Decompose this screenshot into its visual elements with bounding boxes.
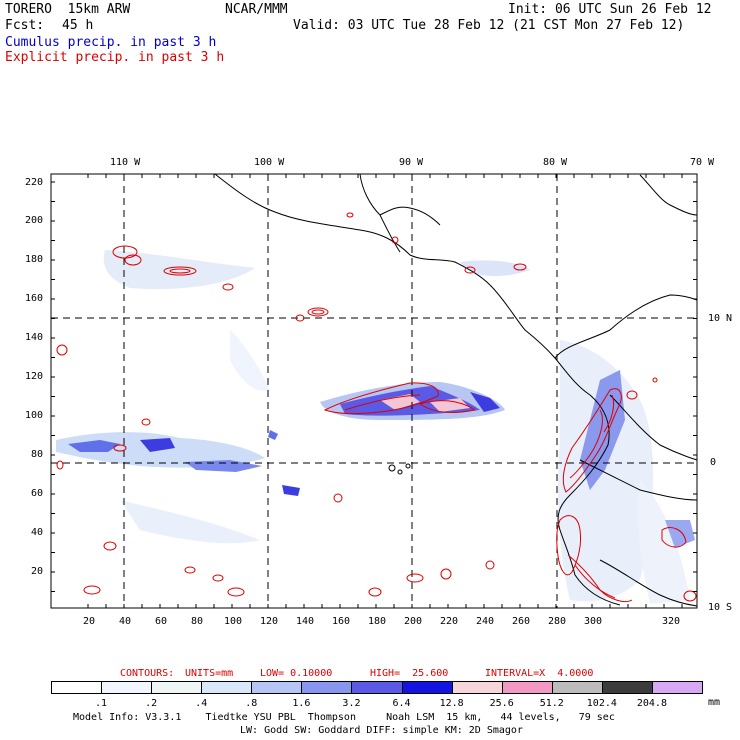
x-tick-label: 100 <box>224 616 243 627</box>
valid-time: Valid: 03 UTC Tue 28 Feb 12 (21 CST Mon … <box>293 18 685 33</box>
x-tick-label: 280 <box>548 616 567 627</box>
x-tick-label: 140 <box>296 616 315 627</box>
x-tick-label: 200 <box>404 616 423 627</box>
model-title: TORERO 15km ARW <box>5 2 131 17</box>
x-tick-label: 180 <box>368 616 387 627</box>
y-tick-label: 100 <box>25 410 44 421</box>
lon-label-100w: 100 W <box>254 157 285 168</box>
forecast-label: Fcst: <box>5 18 45 33</box>
lat-label-0: 0 <box>710 457 717 468</box>
y-tick-label: 200 <box>25 215 44 226</box>
forecast-hour: 45 h <box>62 18 94 33</box>
y-tick-label: 120 <box>25 371 44 382</box>
x-tick-label: 220 <box>440 616 459 627</box>
init-time: Init: 06 UTC Sun 26 Feb 12 <box>508 2 712 17</box>
contours-high: HIGH= 25.600 <box>370 668 449 679</box>
lon-label-80w: 80 W <box>543 157 568 168</box>
y-tick-label: 160 <box>25 293 44 304</box>
x-tick-label: 240 <box>476 616 495 627</box>
y-tick-label: 60 <box>31 488 44 499</box>
contours-low: LOW= 0.10000 <box>260 668 333 679</box>
explicit-precip-label: Explicit precip. in past 3 h <box>5 50 225 65</box>
contours-label: CONTOURS: <box>120 668 175 679</box>
y-tick-label: 180 <box>25 254 44 265</box>
org-label: NCAR/MMM <box>225 2 288 17</box>
colorbar-unit: mm <box>708 697 721 708</box>
cumulus-precip-shading <box>56 250 695 604</box>
y-tick-label: 20 <box>31 566 44 577</box>
x-tick-label: 320 <box>662 616 681 627</box>
x-tick-label: 300 <box>584 616 603 627</box>
y-tick-label: 80 <box>31 449 44 460</box>
map-frame <box>50 173 698 609</box>
lat-label-10s: 10 S <box>708 602 733 613</box>
x-tick-label: 120 <box>260 616 279 627</box>
contours-units: UNITS=mm <box>185 668 234 679</box>
x-tick-label: 80 <box>191 616 204 627</box>
x-tick-label: 40 <box>119 616 132 627</box>
lat-label-10n: 10 N <box>708 313 733 324</box>
lon-label-110w: 110 W <box>110 157 141 168</box>
x-tick-label: 260 <box>512 616 531 627</box>
model-info-line1: Model Info: V3.3.1 Tiedtke YSU PBL Thomp… <box>73 712 615 723</box>
axis-ticks <box>51 174 697 608</box>
explicit-precip-contours <box>56 212 697 603</box>
y-tick-label: 140 <box>25 332 44 343</box>
contours-interval: INTERVAL=X 4.0000 <box>485 668 594 679</box>
model-info-line2: LW: Godd SW: Goddard DIFF: simple KM: 2D… <box>240 725 523 736</box>
coastlines <box>214 173 698 607</box>
lon-label-90w: 90 W <box>399 157 424 168</box>
y-tick-label: 40 <box>31 527 44 538</box>
x-tick-label: 60 <box>155 616 168 627</box>
y-tick-label: 220 <box>25 177 44 188</box>
cumulus-precip-label: Cumulus precip. in past 3 h <box>5 35 217 50</box>
x-tick-label: 160 <box>332 616 351 627</box>
lon-label-70w: 70 W <box>690 157 715 168</box>
x-tick-label: 20 <box>83 616 96 627</box>
